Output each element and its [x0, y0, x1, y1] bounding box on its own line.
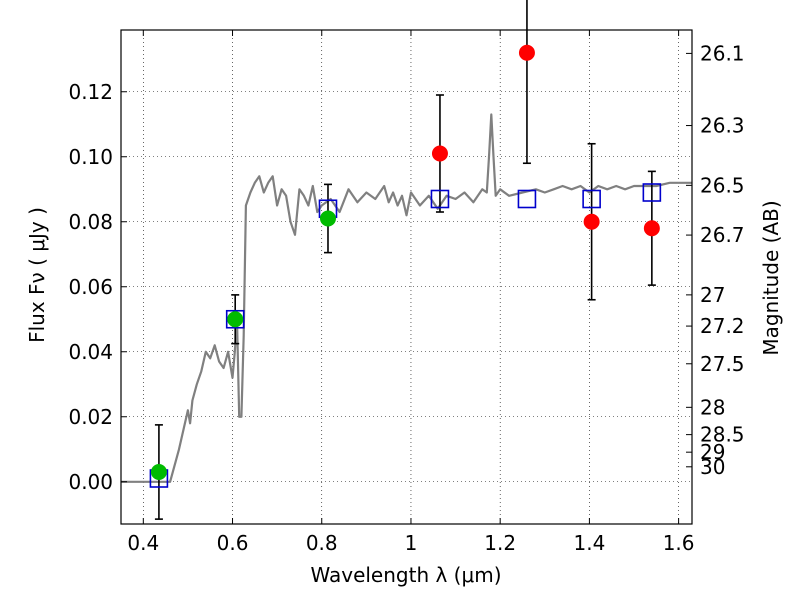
model-spectrum: [121, 113, 692, 483]
model-flux-marker: [642, 183, 662, 202]
data-series: [149, 0, 662, 520]
red-flux-point: [643, 220, 660, 237]
model-flux-marker: [430, 189, 450, 209]
right-tick-label: 26.7: [700, 223, 745, 247]
x-tick-label: 0.6: [217, 531, 249, 555]
x-tick-label: 1.2: [484, 531, 516, 555]
green-flux-point: [319, 210, 336, 227]
green-flux-point: [150, 464, 167, 480]
model-flux-marker: [225, 309, 245, 329]
right-tick-label: 30: [700, 455, 725, 479]
x-axis-title: Wavelength λ (μm): [310, 563, 501, 587]
grid: [121, 30, 692, 524]
right-tick-label: 28: [700, 395, 725, 419]
y-tick-label: 0.08: [68, 210, 113, 234]
y-tick-label: 0.04: [68, 340, 113, 364]
spectrum-line: [121, 113, 692, 483]
red-flux-point: [583, 213, 600, 230]
right-tick-label: 27.2: [700, 314, 745, 338]
red-flux-point: [518, 44, 535, 61]
right-tick-label: 26.5: [700, 173, 745, 197]
plot-frame: [120, 29, 693, 525]
model-flux-marker: [582, 189, 601, 209]
axis-ticks: 0.4 0.6 0.8 1 1.2 1.4 1.6 0.00 0.02 0.04 0.06 0.08 0…: [68, 30, 745, 555]
y-tick-label: 0.00: [68, 470, 113, 494]
right-tick-label: 29: [700, 440, 725, 464]
y-tick-label: 0.12: [68, 80, 113, 104]
y-tick-label: 0.02: [68, 405, 113, 429]
green-flux-point: [227, 311, 244, 328]
x-tick-label: 0.8: [306, 531, 338, 555]
x-tick-label: 1.6: [663, 531, 695, 555]
x-tick-label: 0.4: [127, 531, 159, 555]
red-flux-point: [431, 145, 448, 162]
right-tick-label: 26.1: [700, 41, 745, 65]
y-axis-title: Flux Fν ( μJy ): [25, 207, 49, 343]
y-tick-label: 0.06: [68, 275, 113, 299]
x-tick-label: 1.4: [573, 531, 605, 555]
model-flux-marker: [517, 189, 537, 209]
y-tick-label: 0.10: [68, 145, 113, 169]
right-axis-title: Magnitude (AB): [759, 200, 783, 355]
x-tick-label: 1: [405, 531, 418, 555]
right-tick-label: 27.5: [700, 352, 745, 376]
right-tick-label: 26.3: [700, 114, 745, 138]
right-tick-label: 27: [700, 283, 725, 307]
right-tick-label: 28.5: [700, 423, 745, 447]
